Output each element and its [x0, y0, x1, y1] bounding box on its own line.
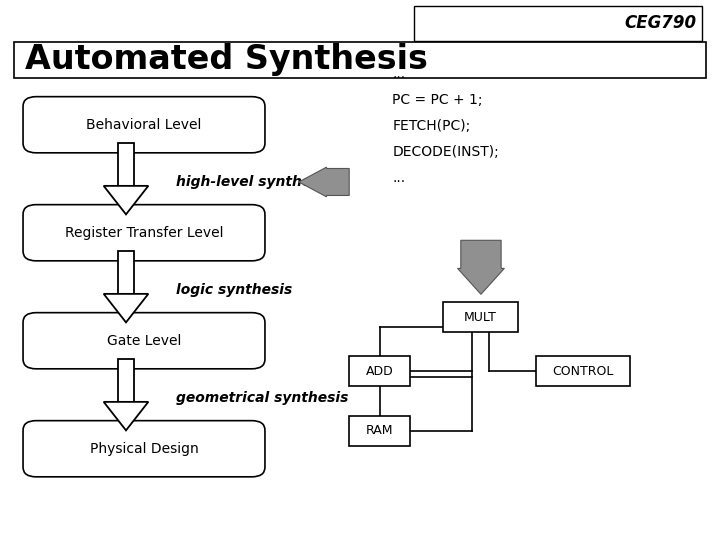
Text: Physical Design: Physical Design — [89, 442, 199, 456]
FancyBboxPatch shape — [14, 42, 706, 78]
Text: Register Transfer Level: Register Transfer Level — [65, 226, 223, 240]
Text: CONTROL: CONTROL — [552, 364, 614, 378]
Polygon shape — [117, 359, 135, 402]
Text: logic synthesis: logic synthesis — [176, 283, 292, 297]
Text: Automated Synthesis: Automated Synthesis — [25, 43, 428, 77]
Text: ADD: ADD — [366, 364, 394, 378]
Polygon shape — [458, 240, 504, 294]
Polygon shape — [117, 251, 135, 294]
Polygon shape — [299, 167, 349, 197]
FancyBboxPatch shape — [23, 97, 265, 153]
Text: RAM: RAM — [366, 424, 394, 437]
FancyBboxPatch shape — [414, 6, 702, 41]
Text: ...: ... — [392, 171, 405, 185]
FancyBboxPatch shape — [443, 302, 518, 332]
Text: MULT: MULT — [464, 310, 497, 324]
Text: high-level synthesis: high-level synthesis — [176, 175, 333, 189]
Polygon shape — [104, 402, 148, 430]
Text: Behavioral Level: Behavioral Level — [86, 118, 202, 132]
Text: geometrical synthesis: geometrical synthesis — [176, 391, 348, 405]
Text: PC = PC + 1;: PC = PC + 1; — [392, 93, 483, 107]
FancyBboxPatch shape — [349, 416, 410, 446]
Text: CEG790: CEG790 — [624, 15, 696, 32]
Polygon shape — [117, 143, 135, 186]
Text: Gate Level: Gate Level — [107, 334, 181, 348]
FancyBboxPatch shape — [349, 356, 410, 386]
FancyBboxPatch shape — [23, 421, 265, 477]
FancyBboxPatch shape — [23, 313, 265, 369]
Text: ...: ... — [392, 68, 405, 82]
Text: DECODE(INST);: DECODE(INST); — [392, 145, 499, 159]
FancyBboxPatch shape — [23, 205, 265, 261]
FancyBboxPatch shape — [536, 356, 630, 386]
Polygon shape — [104, 186, 148, 214]
Text: FETCH(PC);: FETCH(PC); — [392, 119, 471, 133]
Polygon shape — [104, 294, 148, 322]
